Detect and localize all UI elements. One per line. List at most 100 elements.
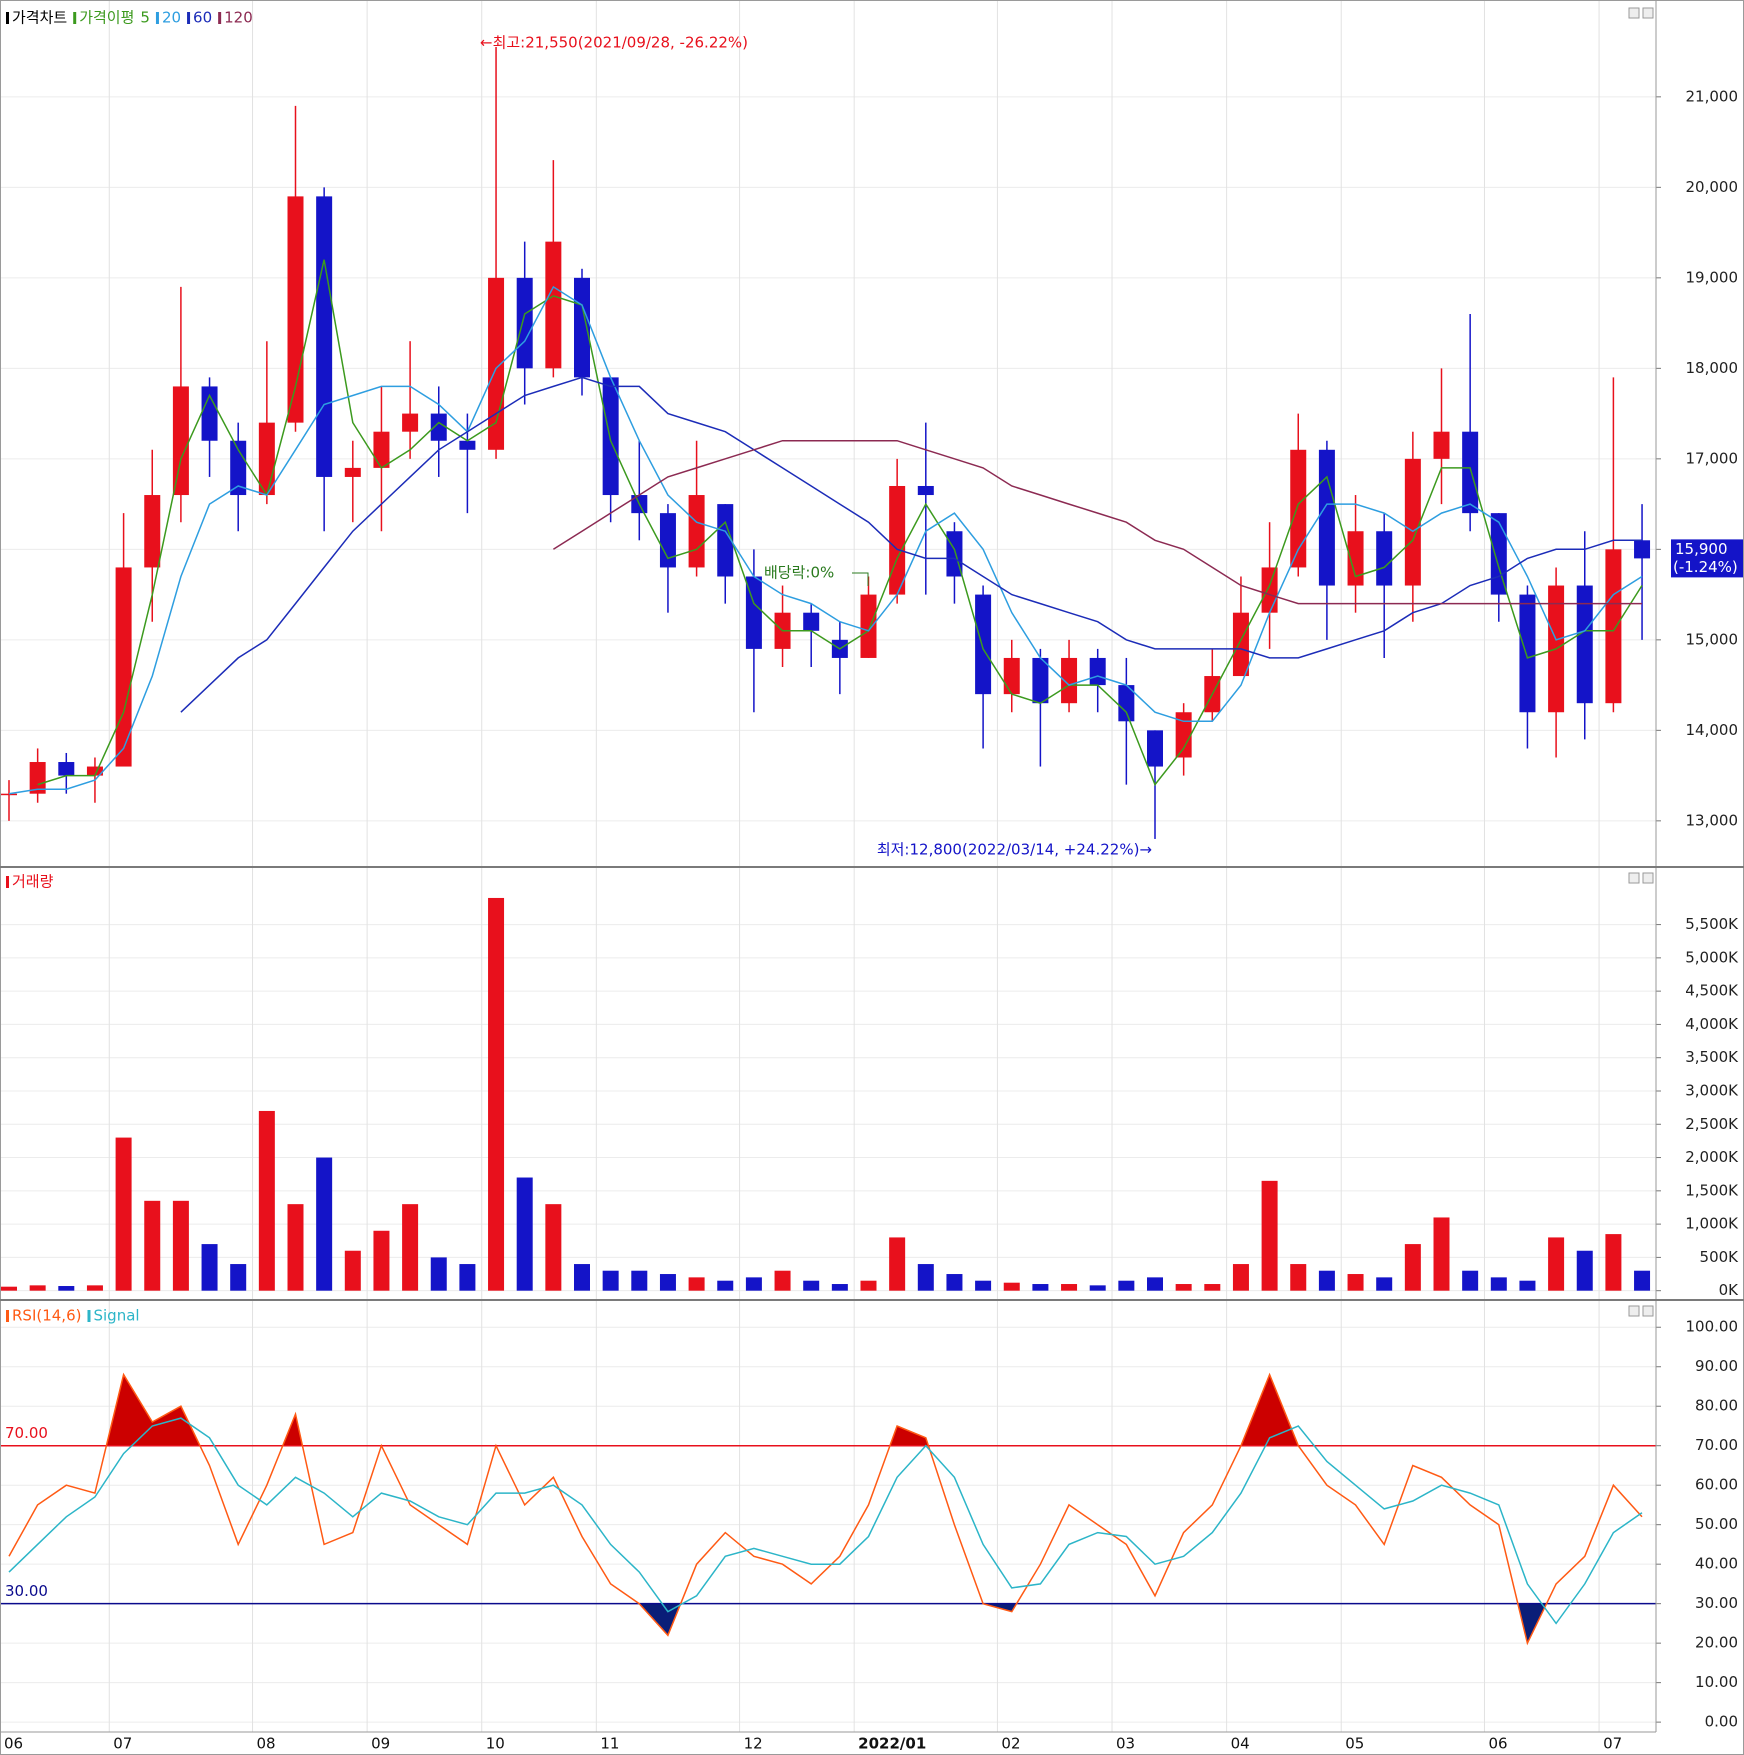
level-label: 70.00 (5, 1424, 48, 1442)
candle-body (316, 196, 333, 477)
x-tick-label: 2022/01 (858, 1735, 926, 1753)
volume-bar (1519, 1280, 1536, 1291)
y-tick-label: 70.00 (1695, 1436, 1738, 1454)
volume-bar (631, 1270, 648, 1291)
candle-body (258, 422, 275, 496)
candle-body (545, 241, 562, 369)
moving-average-line (552, 439, 1642, 605)
candle-body (1175, 712, 1192, 758)
candle-body (1318, 449, 1335, 586)
volume-bar (287, 1204, 304, 1291)
legend-swatch (73, 12, 77, 24)
volume-bar (459, 1264, 476, 1291)
candle-body (144, 495, 161, 568)
y-tick-label: 15,000 (1686, 630, 1739, 648)
legend-label: 60 (193, 9, 212, 27)
overbought-fill (9, 1374, 1643, 1446)
close-button[interactable] (1642, 1305, 1654, 1317)
legend-swatch (187, 12, 191, 24)
x-tick-label: 12 (744, 1735, 763, 1753)
volume-bar (430, 1257, 447, 1291)
volume-bar (1347, 1274, 1364, 1291)
volume-bar (1232, 1264, 1249, 1291)
candle-body (172, 386, 189, 496)
moving-average-line (180, 376, 1642, 713)
close-button[interactable] (1642, 7, 1654, 19)
candle-body (1, 793, 17, 796)
volume-bar (1548, 1237, 1565, 1291)
volume-bar (1290, 1264, 1307, 1291)
candle-body (1003, 657, 1020, 695)
volume-bar (1404, 1244, 1421, 1291)
volume-bar (1576, 1250, 1593, 1291)
candle-body (1519, 594, 1536, 713)
volume-bar (115, 1137, 132, 1291)
indicator-line (8, 1372, 1643, 1646)
close-button[interactable] (1642, 872, 1654, 884)
panel-buttons (1628, 7, 1654, 1317)
candle-body (344, 467, 361, 477)
y-tick-label: 30.00 (1695, 1594, 1738, 1612)
candle-body (58, 762, 75, 776)
volume-bar (1032, 1284, 1049, 1291)
candle-body (1261, 567, 1278, 613)
candle-body (1605, 549, 1622, 704)
legend-swatch (6, 12, 9, 24)
y-tick-label: 1,000K (1685, 1215, 1739, 1233)
y-tick-label: 14,000 (1686, 721, 1739, 739)
volume-bar (1003, 1282, 1020, 1291)
volume-bar (144, 1200, 161, 1291)
volume-bar (659, 1274, 676, 1291)
y-tick-label: 0.00 (1705, 1713, 1738, 1731)
volume-bar (1318, 1270, 1335, 1291)
volume-bar (201, 1244, 218, 1291)
volume-bar (258, 1110, 275, 1291)
candle-body (1118, 685, 1135, 722)
legend-swatch (155, 12, 159, 24)
candle-body (201, 386, 218, 441)
minimize-button[interactable] (1628, 872, 1640, 884)
dividend-bracket (852, 572, 869, 586)
volume-bar (1089, 1285, 1106, 1291)
x-tick-label: 07 (113, 1735, 132, 1753)
legend-swatch (6, 1310, 9, 1322)
legend-label: RSI(14,6) (12, 1307, 81, 1325)
y-tick-label: 4,000K (1685, 1015, 1739, 1033)
legend-label: Signal (93, 1307, 139, 1325)
x-tick-label: 06 (4, 1735, 23, 1753)
volume-bar (1261, 1180, 1278, 1291)
volume-bar (29, 1285, 46, 1291)
x-tick-label: 03 (1116, 1735, 1135, 1753)
volume-bar (516, 1177, 533, 1291)
volume-bar (917, 1264, 934, 1291)
low-annotation: 최저:12,800(2022/03/14, +24.22%)→ (877, 841, 1152, 859)
candle-body (373, 431, 390, 468)
y-tick-label: 4,500K (1685, 982, 1739, 1000)
candle-body (402, 413, 419, 432)
candle-body (574, 277, 590, 378)
legend-label: 20 (162, 9, 181, 27)
legend-label: 거래량 (12, 873, 54, 891)
y-tick-label: 2,000K (1685, 1148, 1739, 1166)
candle-body (1347, 531, 1364, 586)
volume-bar (745, 1277, 762, 1291)
y-tick-label: 13,000 (1686, 811, 1739, 829)
y-tick-label: 60.00 (1695, 1476, 1738, 1494)
legend-label: 120 (224, 9, 253, 27)
minimize-button[interactable] (1628, 1305, 1640, 1317)
y-tick-label: 500K (1700, 1248, 1740, 1266)
y-tick-label: 3,000K (1685, 1081, 1739, 1099)
volume-bar (402, 1204, 419, 1291)
y-tick-label: 20,000 (1686, 178, 1739, 196)
x-tick-label: 11 (600, 1735, 619, 1753)
y-tick-label: 0K (1719, 1281, 1740, 1299)
minimize-button[interactable] (1628, 7, 1640, 19)
y-tick-label: 100.00 (1686, 1318, 1739, 1336)
y-tick-label: 17,000 (1686, 449, 1739, 467)
volume-bar (545, 1204, 562, 1291)
y-tick-label: 50.00 (1695, 1515, 1738, 1533)
volume-bar (488, 897, 505, 1291)
volume-bar (803, 1280, 820, 1291)
x-tick-label: 08 (257, 1735, 276, 1753)
candle-body (602, 377, 619, 496)
